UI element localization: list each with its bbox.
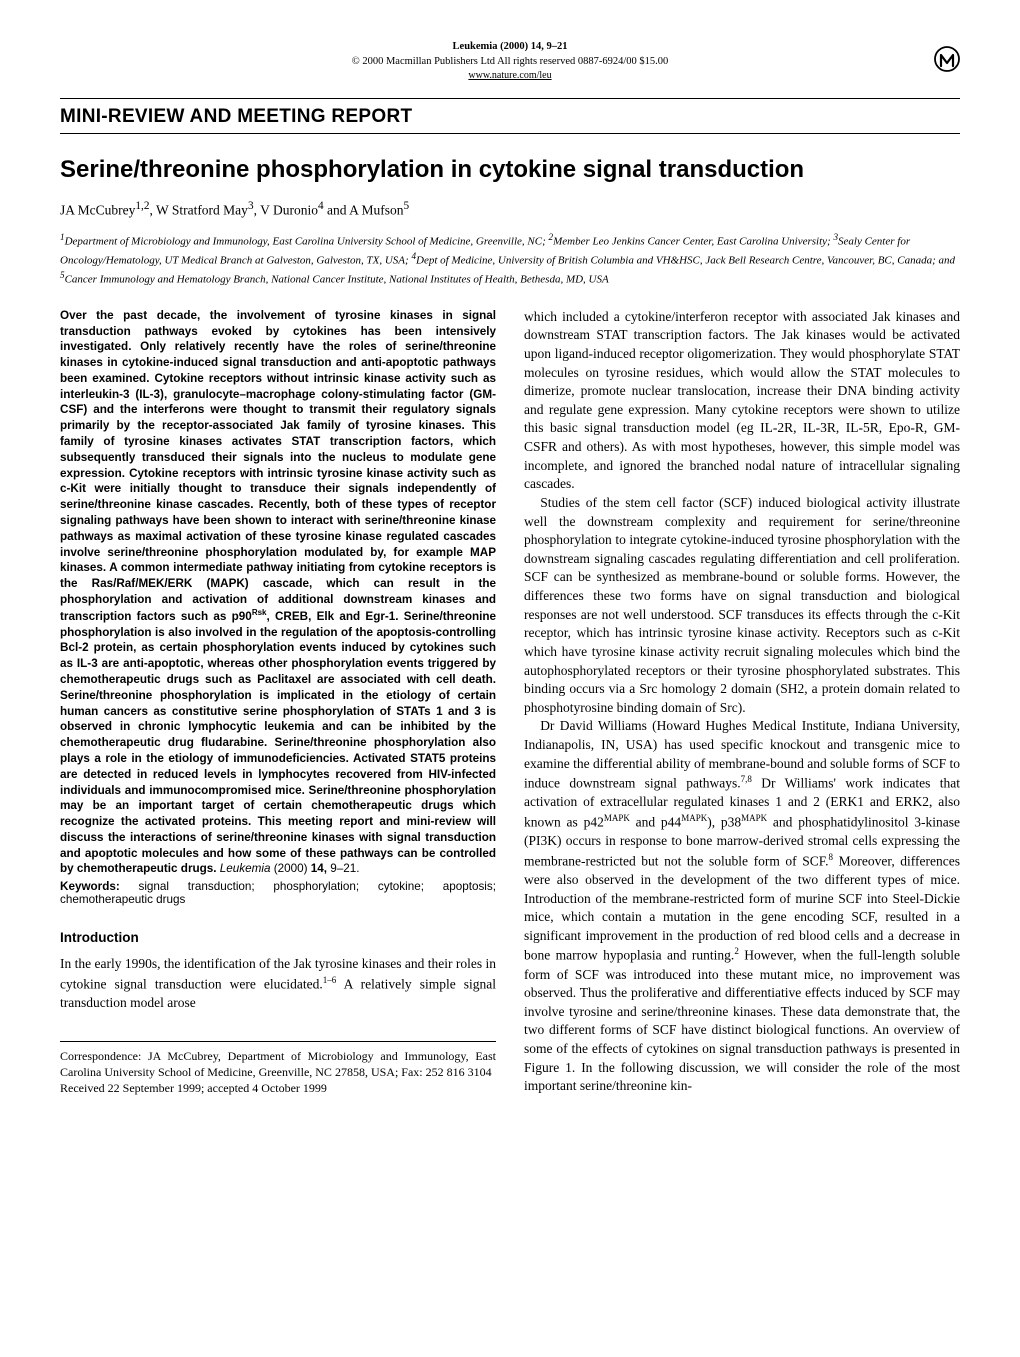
author-list: JA McCubrey1,2, W Stratford May3, V Duro…: [60, 200, 960, 219]
two-column-layout: Over the past decade, the involvement of…: [60, 308, 960, 1097]
copyright-line: © 2000 Macmillan Publishers Ltd All righ…: [352, 56, 669, 67]
journal-url: www.nature.com/leu: [468, 70, 551, 81]
abstract-citation-vol: 14,: [311, 862, 327, 875]
correspondence-footnote: Correspondence: JA McCubrey, Department …: [60, 1041, 496, 1097]
received-text: Received 22 September 1999; accepted 4 O…: [60, 1081, 327, 1095]
publisher-logo-icon: [934, 46, 960, 72]
journal-title: Leukemia (2000) 14, 9–21: [453, 41, 568, 52]
keywords-line: Keywords: signal transduction; phosphory…: [60, 880, 496, 906]
introduction-body: In the early 1990s, the identification o…: [60, 955, 496, 1012]
right-column: which included a cytokine/interferon rec…: [524, 308, 960, 1097]
left-column: Over the past decade, the involvement of…: [60, 308, 496, 1097]
abstract-citation-pages: 9–21.: [327, 862, 360, 875]
keywords-text: signal transduction; phosphorylation; cy…: [60, 880, 496, 906]
journal-header: Leukemia (2000) 14, 9–21 © 2000 Macmilla…: [60, 40, 960, 88]
section-heading: MINI-REVIEW AND MEETING REPORT: [60, 98, 960, 134]
abstract: Over the past decade, the involvement of…: [60, 308, 496, 878]
keywords-label: Keywords:: [60, 880, 120, 893]
body-paragraph-3: Dr David Williams (Howard Hughes Medical…: [524, 717, 960, 1096]
introduction-heading: Introduction: [60, 930, 496, 945]
abstract-citation-year: (2000): [270, 862, 310, 875]
correspondence-text: Correspondence: JA McCubrey, Department …: [60, 1049, 496, 1079]
body-paragraph-1: which included a cytokine/interferon rec…: [524, 308, 960, 494]
journal-info: Leukemia (2000) 14, 9–21 © 2000 Macmilla…: [60, 40, 960, 84]
affiliations: 1Department of Microbiology and Immunolo…: [60, 231, 960, 288]
body-paragraph-2: Studies of the stem cell factor (SCF) in…: [524, 494, 960, 718]
abstract-citation-journal: Leukemia: [220, 862, 271, 875]
article-title: Serine/threonine phosphorylation in cyto…: [60, 156, 960, 184]
